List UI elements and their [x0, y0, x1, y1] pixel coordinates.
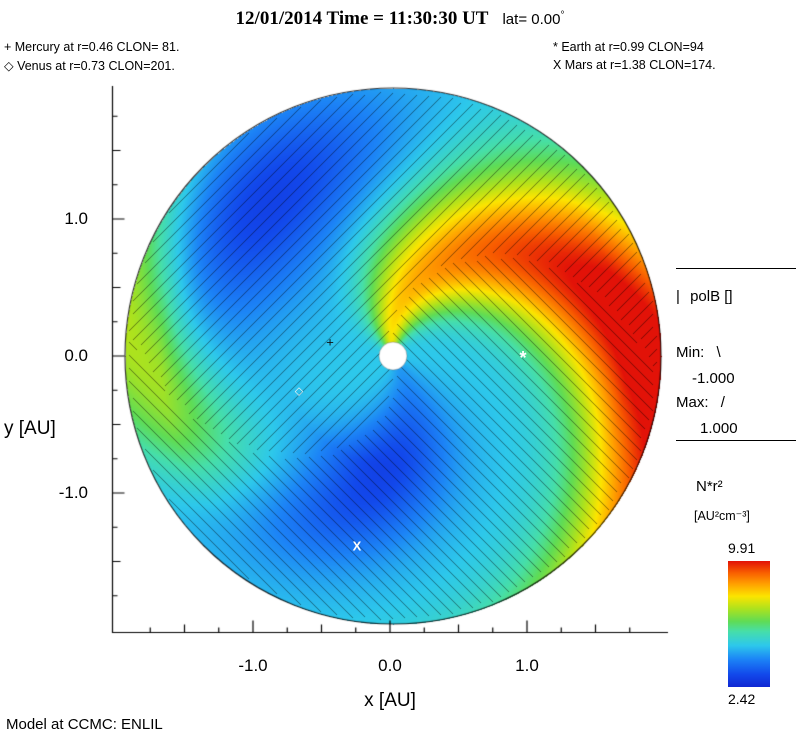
colorbar-gradient [728, 561, 770, 687]
earth-marker: * [519, 348, 527, 368]
plot-title-datetime: 12/01/2014 Time = 11:30:30 UT [235, 8, 489, 29]
y-axis-label: y [AU] [4, 418, 56, 439]
y-tick-label-1: 1.0 [64, 209, 88, 228]
x-tick-label-1: 1.0 [515, 656, 539, 675]
colorbar-max-value: 9.91 [728, 540, 756, 556]
mercury-marker: + [326, 334, 334, 350]
polb-min-row: Min: \ [676, 344, 721, 361]
colorbar-units-label: [AU²cm⁻³] [694, 509, 750, 523]
venus-marker: ◇ [294, 385, 304, 398]
polb-min-hatch-glyph: \ [716, 344, 721, 361]
model-credit: Model at CCMC: ENLIL [6, 716, 163, 733]
polb-max-value: 1.000 [700, 420, 738, 437]
polb-min-label: Min: [676, 344, 705, 361]
polb-separator-bottom [676, 440, 796, 441]
legend-mars: X Mars at r=1.38 CLON=174. [553, 58, 716, 72]
colorbar-quantity-label: N*r² [696, 478, 723, 495]
polb-min-value: -1.000 [692, 370, 735, 387]
x-tick-label-0: 0.0 [378, 656, 402, 675]
y-tick-label-neg1: -1.0 [58, 483, 88, 502]
polb-max-hatch-glyph: / [720, 394, 725, 411]
legend-mercury: + Mercury at r=0.46 CLON= 81. [4, 40, 180, 54]
polb-separator-top [676, 268, 796, 269]
mars-marker: X [352, 538, 362, 554]
polb-max-label: Max: [676, 394, 709, 411]
plot-title-latitude: lat= 0.00° [502, 10, 565, 28]
plot-title: 12/01/2014 Time = 11:30:30 UT lat= 0.00° [236, 8, 565, 30]
colorbar-min-value: 2.42 [728, 691, 756, 707]
polb-heading-text: polB [] [690, 288, 733, 305]
degree-symbol: ° [560, 10, 565, 21]
x-axis-label: x [AU] [364, 690, 416, 711]
y-tick-label-0: 0.0 [64, 346, 88, 365]
polb-line-sample: | [676, 288, 680, 305]
legend-earth: * Earth at r=0.99 CLON=94 [553, 40, 704, 54]
x-tick-label-neg1: -1.0 [238, 656, 268, 675]
polb-heading: | polB [] [676, 288, 733, 305]
legend-venus: ◇ Venus at r=0.73 CLON=201. [4, 59, 175, 73]
polb-max-row: Max: / [676, 394, 725, 411]
